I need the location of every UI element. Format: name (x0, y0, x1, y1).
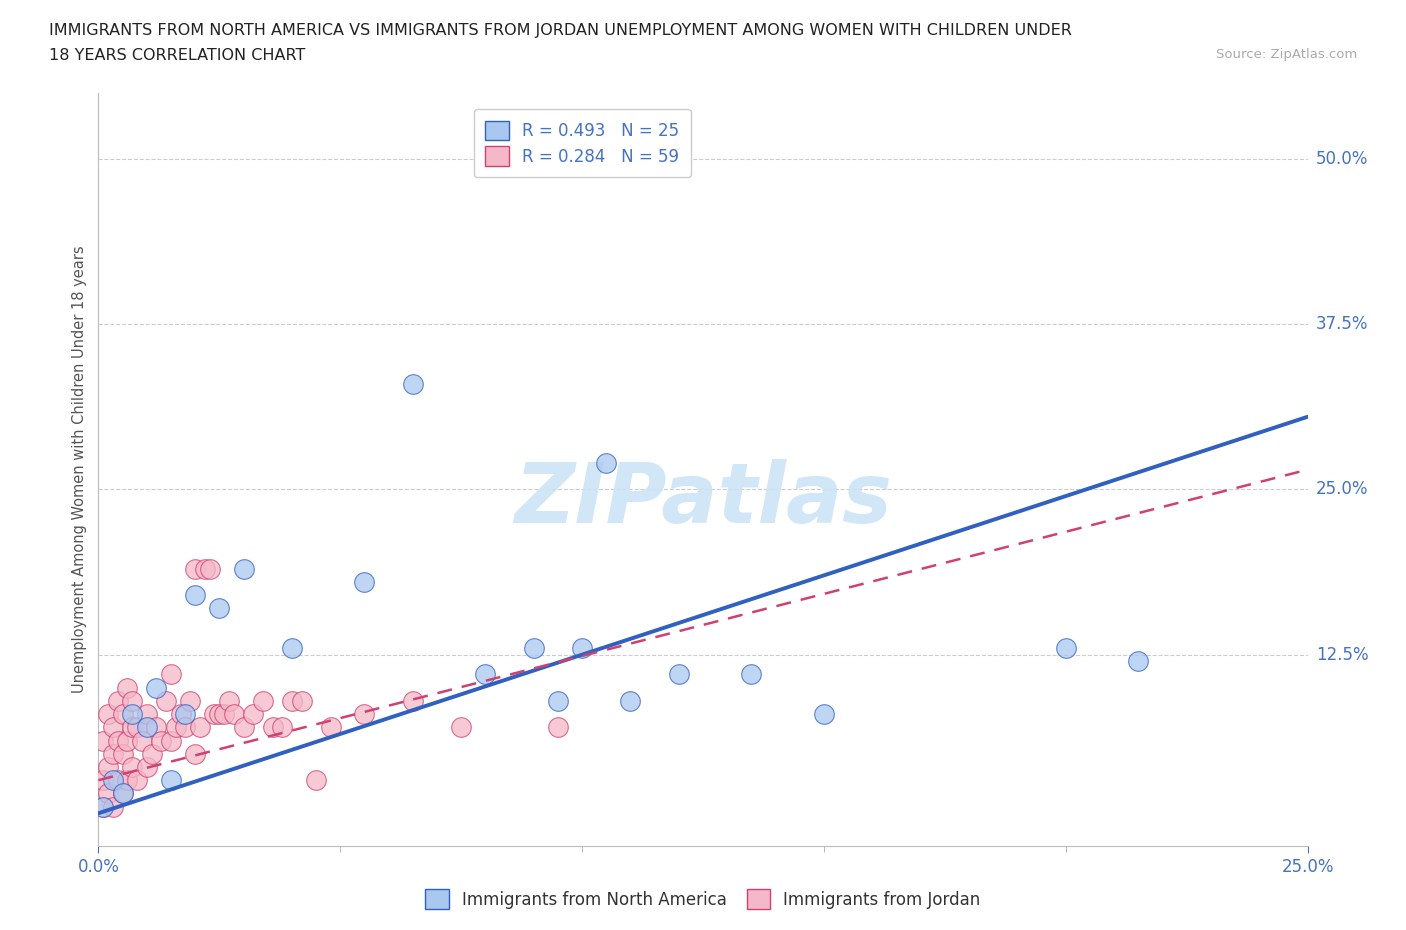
Point (194, 562, 217, 577)
Text: ZIPatlas: ZIPatlas (515, 459, 891, 540)
Point (547, 694, 569, 709)
Point (117, 733, 139, 748)
Point (184, 562, 207, 577)
Point (117, 773, 139, 788)
Point (281, 641, 304, 656)
Point (107, 773, 129, 788)
Point (91, 773, 114, 788)
Point (232, 720, 254, 735)
Point (111, 747, 134, 762)
Point (204, 707, 226, 722)
Point (101, 720, 124, 735)
Point (271, 720, 294, 735)
Point (402, 694, 425, 709)
Point (145, 720, 167, 735)
Point (131, 733, 153, 748)
Point (619, 694, 641, 709)
Point (188, 720, 211, 735)
Point (450, 720, 472, 735)
Point (474, 667, 496, 682)
Point (117, 680, 139, 695)
Point (160, 733, 183, 748)
Point (305, 773, 328, 788)
Point (222, 707, 245, 722)
Point (319, 720, 342, 735)
Point (160, 667, 183, 682)
Point (165, 720, 187, 735)
Point (91, 799, 114, 814)
Point (208, 707, 231, 722)
Point (111, 786, 134, 801)
Point (595, 456, 617, 471)
Text: 37.5%: 37.5% (1316, 315, 1368, 333)
Point (121, 760, 143, 775)
Point (121, 707, 143, 722)
Point (218, 694, 240, 709)
Point (252, 694, 274, 709)
Y-axis label: Unemployment Among Women with Children Under 18 years: Unemployment Among Women with Children U… (72, 246, 87, 694)
Point (150, 733, 173, 748)
Point (169, 707, 191, 722)
Point (571, 641, 593, 656)
Point (174, 707, 197, 722)
Point (111, 707, 134, 722)
Point (127, 720, 149, 735)
Point (141, 747, 163, 762)
Point (174, 720, 197, 735)
Point (135, 760, 157, 775)
Point (101, 799, 124, 814)
Point (184, 747, 207, 762)
Point (668, 667, 690, 682)
Point (290, 694, 312, 709)
Point (111, 786, 134, 801)
Point (160, 773, 183, 788)
Legend: R = 0.493   N = 25, R = 0.284   N = 59: R = 0.493 N = 25, R = 0.284 N = 59 (474, 109, 690, 178)
Point (145, 680, 167, 695)
Point (262, 720, 284, 735)
Point (155, 694, 177, 709)
Point (97, 786, 120, 801)
Point (281, 694, 304, 709)
Point (740, 667, 762, 682)
Point (107, 694, 129, 709)
Point (97, 707, 120, 722)
Point (212, 707, 235, 722)
Point (121, 694, 143, 709)
Point (232, 562, 254, 577)
Text: 12.5%: 12.5% (1316, 645, 1368, 664)
Point (1054, 641, 1077, 656)
Point (208, 601, 231, 616)
Point (523, 641, 546, 656)
Point (242, 707, 264, 722)
Point (402, 377, 425, 392)
Point (101, 773, 124, 788)
Point (107, 733, 129, 748)
Point (91, 733, 114, 748)
Point (135, 720, 157, 735)
Point (198, 562, 221, 577)
Text: 25.0%: 25.0% (1316, 481, 1368, 498)
Point (353, 707, 375, 722)
Point (97, 760, 120, 775)
Point (813, 707, 835, 722)
Point (1128, 654, 1150, 669)
Text: 18 YEARS CORRELATION CHART: 18 YEARS CORRELATION CHART (49, 48, 305, 63)
Text: Source: ZipAtlas.com: Source: ZipAtlas.com (1216, 48, 1357, 61)
Point (91, 799, 114, 814)
Point (121, 720, 143, 735)
Point (179, 694, 201, 709)
Point (101, 747, 124, 762)
Point (184, 588, 207, 603)
Point (353, 575, 375, 590)
Text: IMMIGRANTS FROM NORTH AMERICA VS IMMIGRANTS FROM JORDAN UNEMPLOYMENT AMONG WOMEN: IMMIGRANTS FROM NORTH AMERICA VS IMMIGRA… (49, 23, 1073, 38)
Text: 50.0%: 50.0% (1316, 150, 1368, 168)
Point (127, 773, 149, 788)
Point (547, 720, 569, 735)
Point (135, 707, 157, 722)
Legend: Immigrants from North America, Immigrants from Jordan: Immigrants from North America, Immigrant… (418, 881, 988, 917)
